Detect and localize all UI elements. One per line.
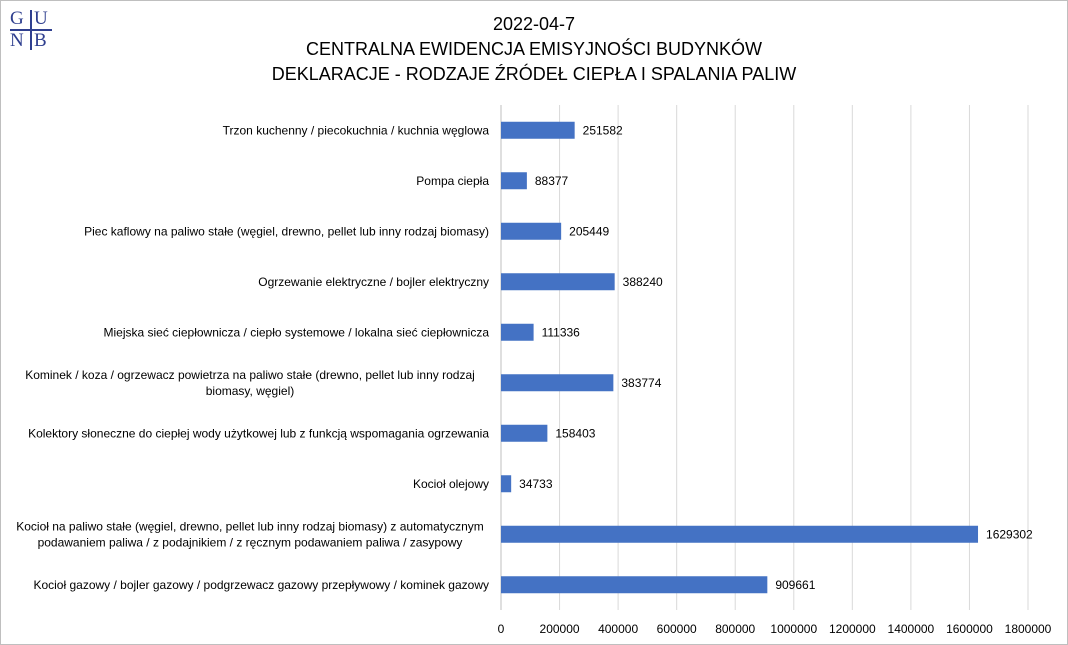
category-label-line: Piec kaflowy na paliwo stałe (węgiel, dr… (84, 224, 489, 238)
data-label: 383774 (621, 376, 661, 390)
x-tick-label: 0 (498, 622, 505, 636)
category-label-line: Kocioł gazowy / bojler gazowy / podgrzew… (33, 578, 489, 592)
data-label: 88377 (535, 174, 569, 188)
category-label-line: Kolektory słoneczne do ciepłej wody użyt… (28, 426, 489, 440)
logo-letter-g: G (10, 8, 24, 29)
category-label: Pompa ciepła (416, 174, 489, 188)
bar (501, 172, 527, 190)
logo-letter-b: B (34, 30, 47, 51)
category-label-line: Miejska sieć ciepłownicza / ciepło syste… (104, 325, 490, 339)
category-label: Miejska sieć ciepłownicza / ciepło syste… (104, 325, 490, 339)
logo-letter-n: N (10, 30, 24, 51)
data-label: 251582 (583, 123, 623, 137)
x-tick-label: 400000 (598, 622, 638, 636)
category-label-line: Trzon kuchenny / piecokuchnia / kuchnia … (223, 123, 490, 137)
category-label: Kocioł na paliwo stałe (węgiel, drewno, … (16, 519, 484, 549)
chart-subtitle: DEKLARACJE - RODZAJE ŹRÓDEŁ CIEPŁA I SPA… (271, 64, 797, 84)
category-label-line: Kominek / koza / ogrzewacz powietrza na … (25, 368, 475, 382)
x-tick-label: 1200000 (829, 622, 876, 636)
x-tick-label: 600000 (657, 622, 697, 636)
bar (501, 576, 768, 594)
category-label: Kocioł olejowy (413, 477, 489, 491)
category-label-line: Ogrzewanie elektryczne / bojler elektryc… (258, 275, 489, 289)
gunb-logo: G U N B (8, 8, 54, 50)
bar (501, 374, 614, 392)
x-tick-label: 1000000 (770, 622, 817, 636)
bar (501, 273, 615, 291)
bar (501, 424, 548, 442)
data-label: 111336 (542, 325, 581, 339)
data-label: 909661 (775, 578, 815, 592)
x-tick-label: 1800000 (1005, 622, 1052, 636)
data-label: 388240 (623, 275, 663, 289)
data-label: 34733 (519, 477, 553, 491)
logo-horizontal-bar (10, 29, 52, 31)
category-label: Kolektory słoneczne do ciepłej wody użyt… (28, 426, 489, 440)
category-label: Piec kaflowy na paliwo stałe (węgiel, dr… (84, 224, 489, 238)
chart-title: CENTRALNA EWIDENCJA EMISYJNOŚCI BUDYNKÓW (305, 39, 763, 59)
category-label: Ogrzewanie elektryczne / bojler elektryc… (258, 275, 489, 289)
category-label-line: Kocioł na paliwo stałe (węgiel, drewno, … (16, 519, 484, 533)
bar (501, 323, 534, 341)
bar (501, 525, 979, 543)
x-tick-label: 1400000 (888, 622, 935, 636)
bar (501, 121, 575, 139)
category-label-line: biomasy, węgiel) (206, 384, 294, 398)
category-label-line: podawaniem paliwa / z podajnikiem / z rę… (38, 535, 463, 549)
x-tick-label: 200000 (540, 622, 580, 636)
bar (501, 475, 512, 493)
category-label: Trzon kuchenny / piecokuchnia / kuchnia … (223, 123, 490, 137)
category-label: Kocioł gazowy / bojler gazowy / podgrzew… (33, 578, 489, 592)
x-tick-label: 1600000 (946, 622, 993, 636)
data-label: 1629302 (986, 527, 1033, 541)
data-label: 158403 (555, 426, 595, 440)
category-label-line: Kocioł olejowy (413, 477, 489, 491)
chart-date: 2022-04-7 (492, 14, 576, 34)
category-label: Kominek / koza / ogrzewacz powietrza na … (25, 368, 475, 398)
bar (501, 222, 562, 240)
chart-title-block: 2022-04-7 CENTRALNA EWIDENCJA EMISYJNOŚC… (0, 12, 1068, 87)
data-label: 205449 (569, 224, 609, 238)
category-label-line: Pompa ciepła (416, 174, 489, 188)
x-tick-label: 800000 (715, 622, 755, 636)
logo-letter-u: U (34, 8, 48, 29)
